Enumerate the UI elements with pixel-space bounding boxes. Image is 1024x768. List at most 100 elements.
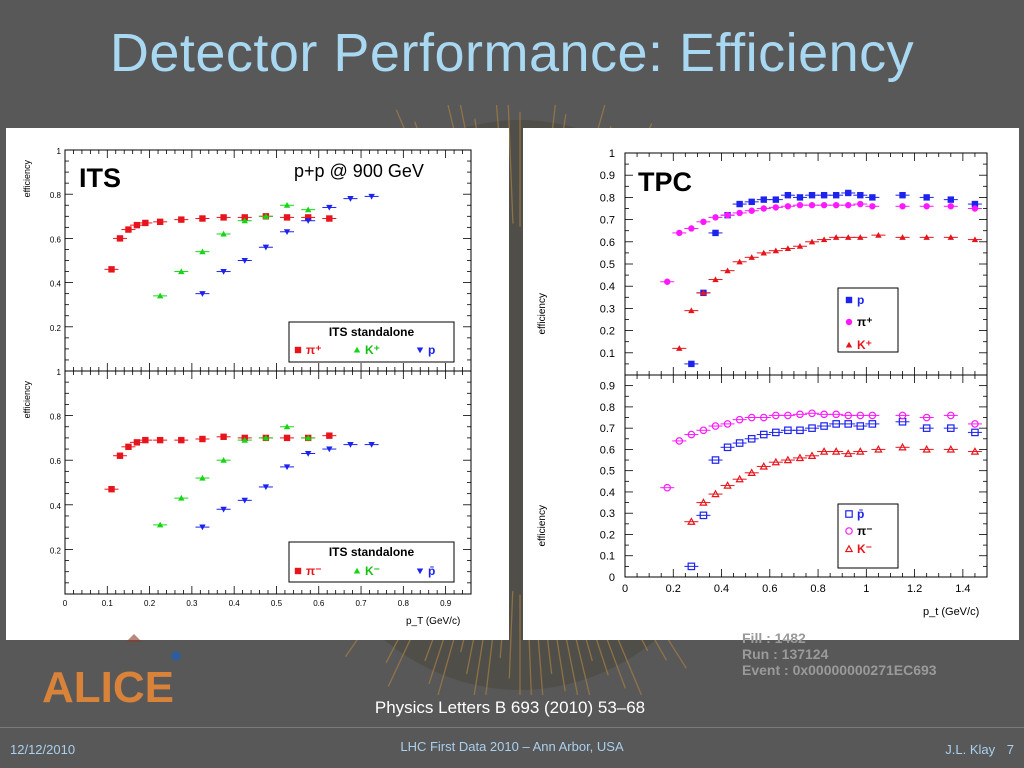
data-point — [178, 494, 185, 501]
data-point — [946, 444, 956, 453]
data-point — [856, 422, 865, 430]
data-point — [771, 457, 781, 466]
legend-marker — [416, 347, 424, 354]
data-point — [199, 248, 206, 255]
data-point — [220, 268, 227, 275]
data-point — [304, 218, 312, 224]
its-efficiency-plots: 0.2 0.4 0.6 0.8 1 efficiency ITS standalone π⁺ K… — [22, 147, 472, 627]
y-axis-title: efficiency — [22, 381, 32, 419]
y-tick-label: 0.6 — [600, 444, 615, 456]
data-point — [304, 214, 312, 221]
legend-marker — [294, 567, 302, 575]
data-point — [326, 446, 333, 453]
y-tick-label: 0.3 — [600, 303, 615, 315]
data-point — [283, 423, 291, 430]
data-point — [759, 461, 768, 470]
data-point — [844, 449, 853, 457]
data-point — [971, 205, 979, 212]
data-point — [971, 420, 979, 428]
footer-author: J.L. Klay — [945, 742, 996, 757]
data-point — [326, 432, 333, 439]
data-point — [748, 198, 755, 206]
data-point — [156, 218, 164, 226]
footer-page-number: 7 — [1006, 742, 1014, 757]
x-tick-label: 0 — [622, 583, 628, 595]
event-fill: Fill : 1482 — [742, 630, 806, 646]
legend-label: K⁻ — [857, 542, 872, 556]
legend-box — [288, 541, 455, 583]
data-point — [869, 194, 876, 201]
data-point — [796, 243, 804, 249]
data-point — [971, 200, 979, 208]
data-point — [898, 411, 907, 420]
x-tick-label: 0.4 — [714, 583, 729, 595]
data-point — [262, 244, 270, 251]
data-point — [241, 257, 248, 264]
x-tick-label: 1 — [863, 583, 869, 595]
data-point — [820, 201, 828, 209]
data-point — [699, 498, 708, 506]
legend-marker — [845, 527, 853, 535]
data-point — [947, 424, 955, 432]
tpc-panel-label: TPC — [638, 167, 692, 197]
legend-marker — [845, 510, 853, 518]
x-tick-label: 1.2 — [907, 583, 922, 595]
data-point — [133, 221, 141, 229]
data-point — [304, 434, 312, 441]
data-point — [688, 360, 695, 368]
data-point — [923, 194, 930, 201]
legend-label: K⁻ — [365, 564, 380, 578]
data-point — [970, 447, 980, 455]
data-point — [347, 196, 354, 202]
x-tick-label: 0.2 — [144, 599, 156, 608]
data-point — [795, 453, 805, 462]
data-point — [735, 439, 744, 447]
x-tick-label: 0.8 — [810, 583, 825, 595]
data-point — [712, 214, 719, 221]
data-point — [923, 203, 930, 210]
legend-label: p̄ — [857, 507, 864, 521]
plot-frame — [624, 374, 988, 578]
data-point — [178, 268, 185, 275]
y-tick-label: 0.8 — [50, 191, 62, 200]
data-point — [142, 219, 149, 227]
legend-label: π⁻ — [857, 524, 873, 538]
y-tick-label: 0.9 — [600, 381, 615, 393]
data-point — [759, 430, 768, 439]
data-point — [125, 226, 132, 233]
legend-box — [288, 321, 455, 363]
legend-label: π⁺ — [857, 315, 873, 329]
its-panel-label: ITS — [79, 163, 122, 193]
data-point — [807, 451, 817, 459]
data-point — [748, 254, 755, 260]
data-point — [760, 205, 767, 212]
event-track — [507, 105, 514, 224]
data-point — [688, 307, 695, 314]
plot-tpc-bottom: 0 0.1 0.2 0.3 0.4 0.5 0.6 0.7 0.8 0.9 0 0.2 0.4 0.6 0.… — [537, 374, 988, 595]
data-point — [820, 236, 828, 243]
y-tick-label: 0.2 — [600, 529, 615, 541]
data-point — [736, 200, 743, 208]
data-point — [724, 211, 731, 219]
data-point — [922, 413, 931, 422]
x-tick-label: 0.1 — [102, 599, 114, 608]
y-tick-label: 1 — [57, 147, 62, 156]
data-point — [347, 442, 354, 448]
series-0 — [104, 432, 337, 493]
footer-date: 12/12/2010 — [10, 742, 76, 757]
data-point — [735, 415, 744, 424]
series-2 — [195, 442, 379, 531]
y-tick-label: 0.4 — [50, 502, 62, 511]
data-point — [220, 230, 227, 237]
data-point — [700, 218, 707, 226]
legend-label: p — [857, 293, 864, 307]
x-tick-label: 0.4 — [229, 599, 241, 608]
data-point — [262, 434, 270, 441]
event-info: Fill : 1482 Run : 137124 Event : 0x00000… — [742, 630, 937, 678]
series-0 — [104, 213, 337, 273]
data-point — [784, 203, 792, 210]
legend-marker — [353, 567, 361, 574]
data-point — [736, 209, 743, 217]
data-point — [700, 289, 707, 296]
